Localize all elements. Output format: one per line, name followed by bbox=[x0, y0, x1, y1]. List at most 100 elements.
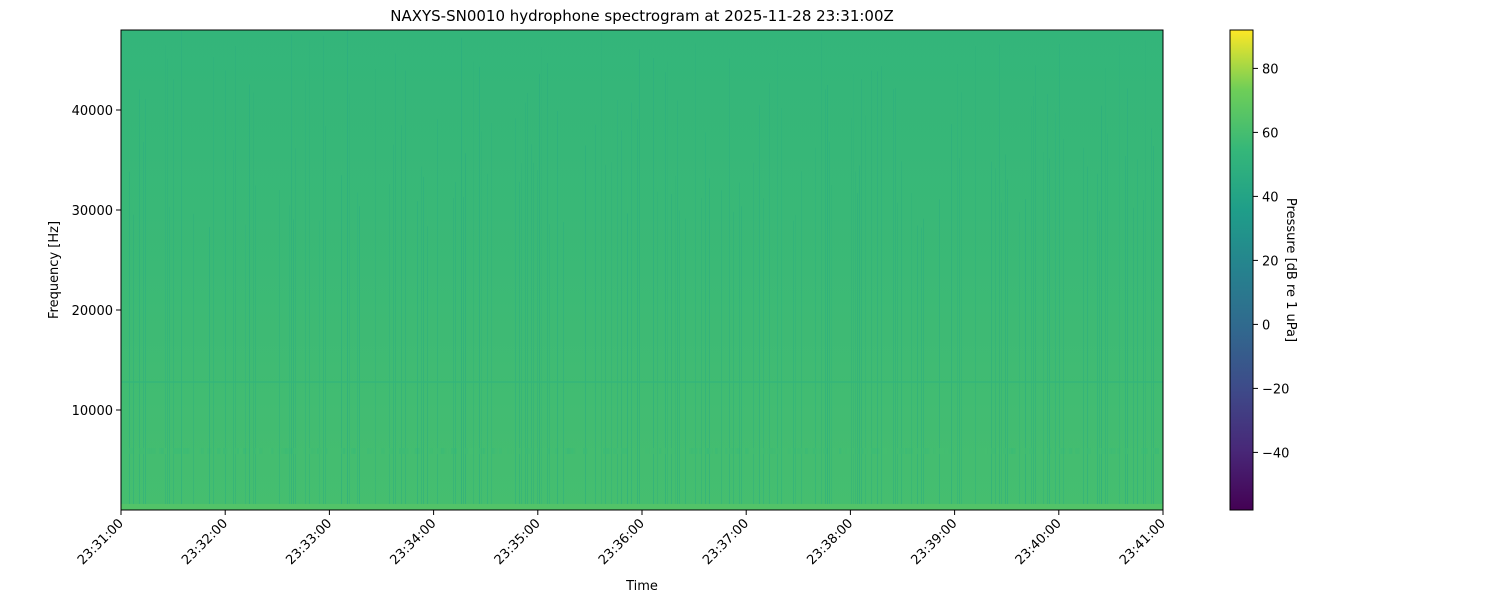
time-streak bbox=[675, 176, 676, 510]
tonal-blip bbox=[313, 448, 318, 454]
spectrogram-image bbox=[121, 30, 1163, 510]
tonal-blip bbox=[139, 448, 144, 454]
colorbar-tick-label: −20 bbox=[1262, 382, 1289, 397]
tonal-blip bbox=[227, 448, 232, 454]
tonal-blip bbox=[1109, 448, 1112, 454]
time-streak bbox=[423, 176, 424, 510]
x-tick-label: 23:31:00 bbox=[75, 516, 127, 568]
time-streak bbox=[253, 92, 254, 510]
tonal-blip bbox=[401, 448, 405, 454]
time-streak bbox=[323, 35, 324, 510]
tonal-blip bbox=[1085, 448, 1089, 454]
tonal-blip bbox=[931, 448, 934, 454]
y-tick-label: 10000 bbox=[72, 404, 113, 419]
time-streak bbox=[595, 124, 596, 510]
tonal-blip bbox=[839, 448, 843, 454]
tonal-blip bbox=[659, 448, 662, 454]
tonal-blip bbox=[519, 448, 523, 454]
time-streak bbox=[491, 123, 492, 510]
time-streak bbox=[1033, 96, 1034, 510]
time-streak bbox=[341, 175, 342, 510]
tonal-blip bbox=[871, 448, 876, 454]
tonal-blip bbox=[691, 448, 696, 454]
time-streak bbox=[1133, 207, 1134, 510]
tonal-blip bbox=[551, 448, 556, 454]
time-streak bbox=[1035, 65, 1036, 510]
time-streak bbox=[145, 98, 146, 510]
tonal-blip bbox=[825, 448, 829, 454]
time-streak bbox=[1063, 138, 1064, 510]
tonal-blip bbox=[927, 448, 930, 454]
time-streak bbox=[395, 53, 396, 510]
time-streak bbox=[225, 70, 226, 510]
tonal-blip bbox=[509, 448, 514, 454]
time-streak bbox=[325, 126, 326, 510]
time-streak bbox=[753, 162, 754, 510]
time-streak bbox=[1119, 45, 1120, 510]
time-streak bbox=[359, 206, 360, 510]
time-streak bbox=[181, 30, 182, 510]
tonal-blip bbox=[845, 448, 849, 454]
time-streak bbox=[129, 171, 130, 510]
time-streak bbox=[877, 71, 878, 510]
time-streak bbox=[815, 147, 816, 510]
time-streak bbox=[389, 184, 390, 510]
time-streak bbox=[375, 69, 376, 510]
time-streak bbox=[961, 92, 962, 510]
time-streak bbox=[1145, 40, 1146, 510]
time-streak bbox=[1107, 133, 1108, 510]
time-streak bbox=[463, 197, 464, 510]
tonal-blip bbox=[907, 448, 910, 454]
tonal-blip bbox=[707, 448, 711, 454]
tonal-blip bbox=[923, 448, 927, 454]
tonal-blip bbox=[847, 448, 850, 454]
tonal-blip bbox=[1031, 448, 1035, 454]
colorbar-tick-label: 80 bbox=[1262, 62, 1279, 77]
time-streak bbox=[1153, 146, 1154, 510]
x-tick-label: 23:38:00 bbox=[804, 516, 856, 568]
time-streak bbox=[533, 162, 534, 510]
time-streak bbox=[539, 73, 540, 510]
tonal-blip bbox=[567, 448, 571, 454]
time-streak bbox=[143, 142, 144, 510]
tonal-blip bbox=[369, 448, 374, 454]
time-streak bbox=[653, 58, 654, 510]
tonal-blip bbox=[745, 448, 749, 454]
tonal-blip bbox=[813, 448, 817, 454]
tonal-blip bbox=[617, 448, 622, 454]
tonal-blip bbox=[805, 448, 809, 454]
time-streak bbox=[1031, 106, 1032, 510]
time-streak bbox=[1043, 152, 1044, 510]
time-streak bbox=[893, 89, 894, 510]
tonal-blip bbox=[787, 448, 791, 454]
time-streak bbox=[1059, 44, 1060, 510]
tonal-blip bbox=[477, 448, 481, 454]
tonal-blip bbox=[1145, 448, 1148, 454]
tonal-blip bbox=[189, 448, 194, 454]
tonal-blip bbox=[583, 448, 586, 454]
time-streak bbox=[923, 218, 924, 510]
time-streak bbox=[957, 64, 958, 510]
time-streak bbox=[859, 165, 860, 510]
tonal-blip bbox=[899, 448, 902, 454]
time-streak bbox=[557, 111, 558, 510]
time-streak bbox=[1025, 199, 1026, 510]
colorbar-label: Pressure [dB re 1 uPa] bbox=[1283, 198, 1298, 342]
time-streak bbox=[991, 161, 992, 510]
tonal-blip bbox=[709, 448, 713, 454]
tonal-blip bbox=[809, 448, 813, 454]
tonal-blip bbox=[841, 448, 844, 454]
tonal-blip bbox=[763, 448, 766, 454]
tonal-blip bbox=[177, 448, 182, 454]
tonal-blip bbox=[491, 448, 494, 454]
tonal-blip bbox=[419, 448, 423, 454]
time-streak bbox=[857, 193, 858, 510]
x-tick-label: 23:32:00 bbox=[179, 516, 231, 568]
time-streak bbox=[1087, 166, 1088, 510]
tonal-blip bbox=[985, 448, 988, 454]
time-streak bbox=[521, 163, 522, 510]
time-streak bbox=[851, 118, 852, 510]
tonal-blip bbox=[277, 448, 280, 454]
tonal-blip bbox=[439, 448, 442, 454]
